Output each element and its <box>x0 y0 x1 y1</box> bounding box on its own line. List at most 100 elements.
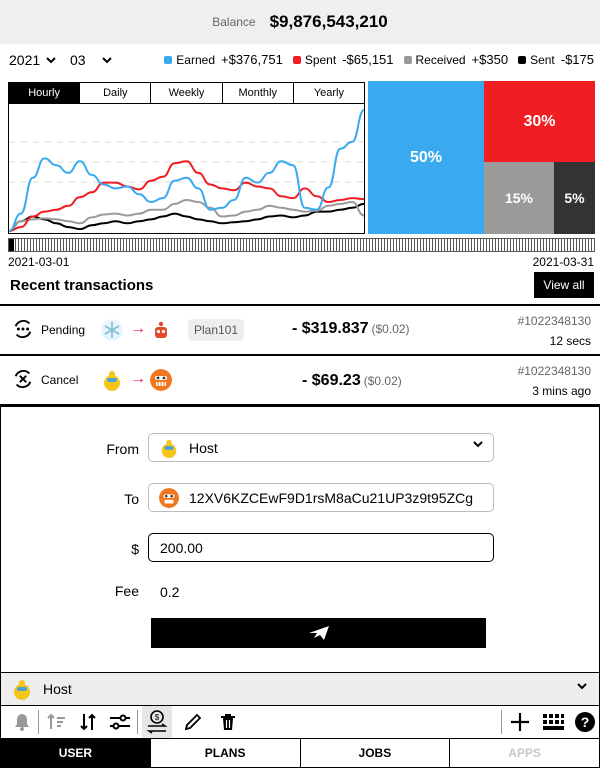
tile-label: 15% <box>504 190 534 206</box>
series-line-received <box>8 198 365 232</box>
transaction-id: #1022348130 <box>517 364 591 378</box>
plus-icon[interactable] <box>508 710 532 734</box>
legend-value: +$350 <box>471 52 509 67</box>
transaction-status: Pending <box>41 323 86 337</box>
balance-label: Balance <box>212 15 256 29</box>
series-line-spent <box>8 160 365 232</box>
legend-label: Earned <box>176 52 215 67</box>
sort-icon[interactable] <box>77 710 101 734</box>
transaction-status: Cancel <box>41 373 79 387</box>
timeline-handle[interactable] <box>9 239 14 251</box>
view-all-button[interactable]: View all <box>534 272 594 298</box>
help-icon[interactable]: ? <box>573 710 597 734</box>
send-button[interactable] <box>151 618 486 648</box>
chart-legend: Earned +$376,751 Spent -$65,151 Received… <box>164 52 594 67</box>
transaction-time: 3 mins ago <box>532 384 591 398</box>
host-avatar-icon <box>14 680 30 700</box>
transaction-row[interactable]: Pending → Plan101 - $319.837 ($0.02) #102… <box>0 304 600 354</box>
tab-daily[interactable]: Daily <box>79 83 151 103</box>
legend-swatch <box>403 55 412 64</box>
nav-tab-apps: APPS <box>449 739 599 767</box>
svg-text:$: $ <box>155 713 160 722</box>
treemap-chart: 50% 30% 15% 5% <box>368 81 595 234</box>
send-form: From Host To 12XV6KZCEwF9D1rsM8aCu21UP3z… <box>0 405 600 672</box>
to-field[interactable]: 12XV6KZCEwF9D1rsM8aCu21UP3z9t95ZCg <box>148 483 494 512</box>
robot-avatar-icon <box>150 319 172 341</box>
legend-label: Received <box>415 52 466 67</box>
trash-icon[interactable] <box>216 710 240 734</box>
sort-ascending-icon[interactable] <box>45 710 69 734</box>
legend-value: -$65,151 <box>342 52 394 67</box>
transaction-row[interactable]: Cancel → - $69.23 ($0.02) #1022348130 3 m… <box>0 354 600 406</box>
plan-chip[interactable]: Plan101 <box>188 319 245 341</box>
send-icon <box>308 626 329 640</box>
year-value: 2021 <box>9 52 41 68</box>
balance-value: $9,876,543,210 <box>269 12 388 31</box>
timeline-slider[interactable] <box>8 238 595 252</box>
year-select[interactable]: 2021 <box>9 52 56 68</box>
series-line-sent <box>8 202 365 232</box>
balance-bar: Balance $9,876,543,210 <box>0 0 600 44</box>
bottom-nav: USER PLANS JOBS APPS <box>0 738 600 768</box>
snowflake-avatar-icon <box>101 319 123 341</box>
treemap-tile-sent: 5% <box>554 162 595 234</box>
legend-swatch <box>292 55 301 64</box>
nav-tab-plans[interactable]: PLANS <box>149 739 300 767</box>
chevron-down-icon <box>46 56 56 63</box>
transaction-time: 12 secs <box>549 334 591 348</box>
host-avatar-icon <box>101 369 123 391</box>
fee-label: Fee <box>114 583 139 599</box>
treemap-tile-received: 15% <box>484 162 554 234</box>
robot-avatar-icon <box>159 487 179 508</box>
date-start: 2021-03-01 <box>8 255 70 269</box>
tab-yearly[interactable]: Yearly <box>292 83 365 103</box>
amount-input[interactable] <box>148 533 494 562</box>
fee-value: 0.2 <box>160 584 180 600</box>
chevron-down-icon <box>473 441 483 448</box>
month-select[interactable]: 03 <box>70 52 112 68</box>
robot-avatar-icon <box>150 369 172 391</box>
transfer-money-icon[interactable]: $ <box>142 706 172 738</box>
from-value: Host <box>189 439 218 456</box>
toolbar-divider <box>501 710 502 734</box>
pending-icon <box>14 319 32 339</box>
amount-fee: ($0.02) <box>371 322 410 336</box>
series-line-earned <box>8 109 365 232</box>
tab-monthly[interactable]: Monthly <box>221 83 293 103</box>
nav-tab-jobs[interactable]: JOBS <box>299 739 450 767</box>
arrow-right-icon: → <box>130 370 146 387</box>
legend-label: Spent <box>304 52 337 67</box>
keyboard-icon[interactable] <box>541 710 565 734</box>
tile-label: 5% <box>564 190 585 206</box>
tab-weekly[interactable]: Weekly <box>150 83 222 103</box>
transaction-id: #1022348130 <box>517 314 591 328</box>
nav-tab-user[interactable]: USER <box>1 739 150 767</box>
pencil-icon[interactable] <box>181 710 205 734</box>
tab-hourly[interactable]: Hourly <box>9 83 80 103</box>
legend-item-sent: Sent -$175 <box>518 52 594 67</box>
treemap-tile-spent: 30% <box>484 81 595 162</box>
to-address: 12XV6KZCEwF9D1rsM8aCu21UP3z9t95ZCg <box>189 489 474 506</box>
arrow-right-icon: → <box>130 320 146 337</box>
amount-value: - $319.837 <box>292 320 369 337</box>
bell-icon[interactable] <box>10 710 34 734</box>
date-end: 2021-03-31 <box>532 255 594 269</box>
account-selector[interactable]: Host <box>0 672 600 706</box>
to-label: To <box>124 491 139 507</box>
from-select[interactable]: Host <box>148 433 494 462</box>
toolbar-divider <box>137 710 138 734</box>
legend-item-earned: Earned +$376,751 <box>164 52 283 67</box>
line-chart <box>8 104 365 234</box>
toolbar: $ ? <box>0 706 600 738</box>
chevron-down-icon <box>101 56 112 63</box>
svg-text:?: ? <box>581 714 590 730</box>
amount-value: - $69.23 <box>302 372 361 389</box>
transaction-amount: - $69.23 ($0.02) <box>302 372 402 390</box>
legend-swatch <box>518 55 527 64</box>
filter-sliders-icon[interactable] <box>108 710 132 734</box>
recent-transactions-title: Recent transactions <box>10 277 154 294</box>
from-label: From <box>106 441 139 457</box>
transaction-amount: - $319.837 ($0.02) <box>292 320 410 338</box>
cancel-icon <box>14 369 32 389</box>
treemap-tile-earned: 50% <box>368 81 484 234</box>
